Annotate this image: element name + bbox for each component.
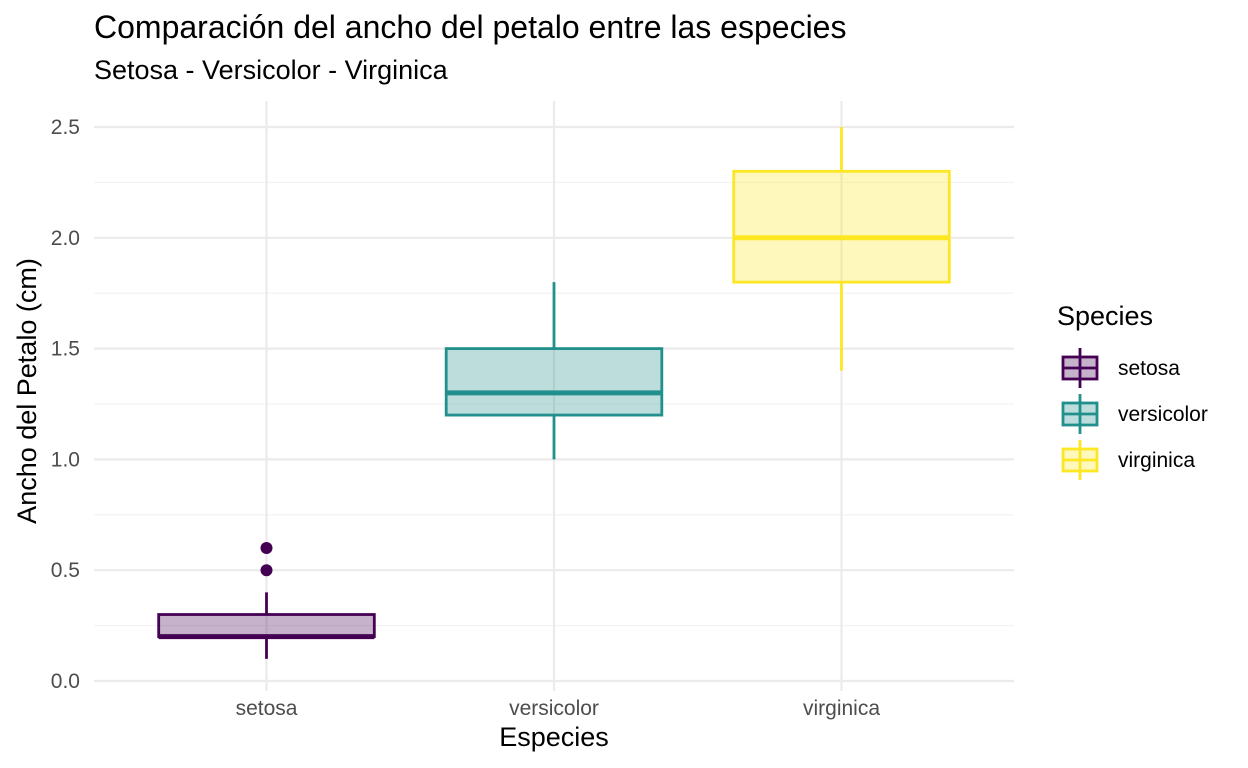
iqr-box bbox=[157, 613, 376, 639]
x-axis-title: Especies bbox=[499, 722, 609, 752]
outlier-point bbox=[260, 564, 273, 577]
boxes bbox=[157, 127, 951, 659]
y-axis-title: Ancho del Petalo (cm) bbox=[12, 258, 42, 524]
legend-label: versicolor bbox=[1118, 403, 1208, 426]
legend-item-virginica: virginica bbox=[1061, 440, 1195, 480]
legend: setosa versicolor virginica bbox=[1061, 348, 1208, 480]
y-tick-label: 0.0 bbox=[51, 670, 80, 693]
box-virginica bbox=[732, 127, 951, 371]
legend-item-setosa: setosa bbox=[1061, 348, 1180, 388]
y-tick-label: 2.5 bbox=[51, 116, 80, 139]
box-setosa bbox=[157, 542, 376, 659]
chart-title: Comparación del ancho del petalo entre l… bbox=[94, 9, 846, 45]
x-tick-label: setosa bbox=[236, 697, 298, 720]
iqr-box bbox=[444, 347, 664, 417]
legend-item-versicolor: versicolor bbox=[1061, 394, 1208, 434]
legend-label: setosa bbox=[1118, 357, 1180, 380]
iqr-box bbox=[732, 169, 951, 284]
y-axis-ticks: 0.0 0.5 1.0 1.5 2.0 2.5 bbox=[51, 116, 80, 693]
outlier-point bbox=[260, 542, 273, 555]
y-tick-label: 0.5 bbox=[51, 559, 80, 582]
y-tick-label: 1.5 bbox=[51, 338, 80, 361]
chart-subtitle: Setosa - Versicolor - Virginica bbox=[94, 55, 449, 85]
x-tick-label: versicolor bbox=[509, 697, 599, 720]
y-tick-label: 1.0 bbox=[51, 448, 80, 471]
y-tick-label: 2.0 bbox=[51, 227, 80, 250]
x-axis-ticks: setosa versicolor virginica bbox=[236, 697, 881, 720]
legend-title: Species bbox=[1057, 301, 1153, 331]
legend-label: virginica bbox=[1118, 449, 1195, 472]
x-tick-label: virginica bbox=[803, 697, 880, 720]
box-versicolor bbox=[444, 282, 664, 460]
